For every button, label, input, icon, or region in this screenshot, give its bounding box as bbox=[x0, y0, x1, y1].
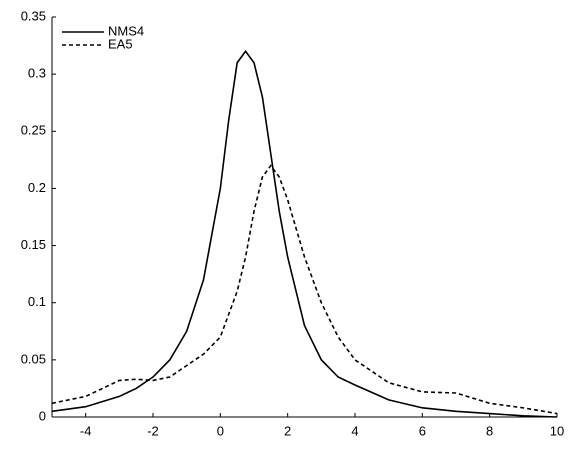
x-tick-label: 10 bbox=[550, 423, 564, 438]
x-tick-label: 8 bbox=[486, 423, 493, 438]
x-tick-label: -4 bbox=[80, 423, 92, 438]
y-tick-label: 0.2 bbox=[28, 180, 46, 195]
y-tick-label: 0.35 bbox=[21, 8, 46, 23]
x-tick-label: 6 bbox=[419, 423, 426, 438]
y-tick-label: 0.05 bbox=[21, 351, 46, 366]
y-tick-label: 0.25 bbox=[21, 123, 46, 138]
y-tick-label: 0.15 bbox=[21, 237, 46, 252]
y-tick-label: 0 bbox=[39, 408, 46, 423]
x-tick-label: -2 bbox=[147, 423, 159, 438]
series-line bbox=[51, 49, 558, 418]
y-tick-label: 0.3 bbox=[28, 66, 46, 81]
y-tick-label: 0.1 bbox=[28, 294, 46, 309]
series-line bbox=[51, 164, 558, 415]
x-tick-label: 2 bbox=[284, 423, 291, 438]
x-tick-label: 0 bbox=[217, 423, 224, 438]
legend-label: NMS4 bbox=[108, 23, 144, 38]
x-tick-label: 4 bbox=[351, 423, 358, 438]
legend-label: EA5 bbox=[108, 36, 133, 51]
